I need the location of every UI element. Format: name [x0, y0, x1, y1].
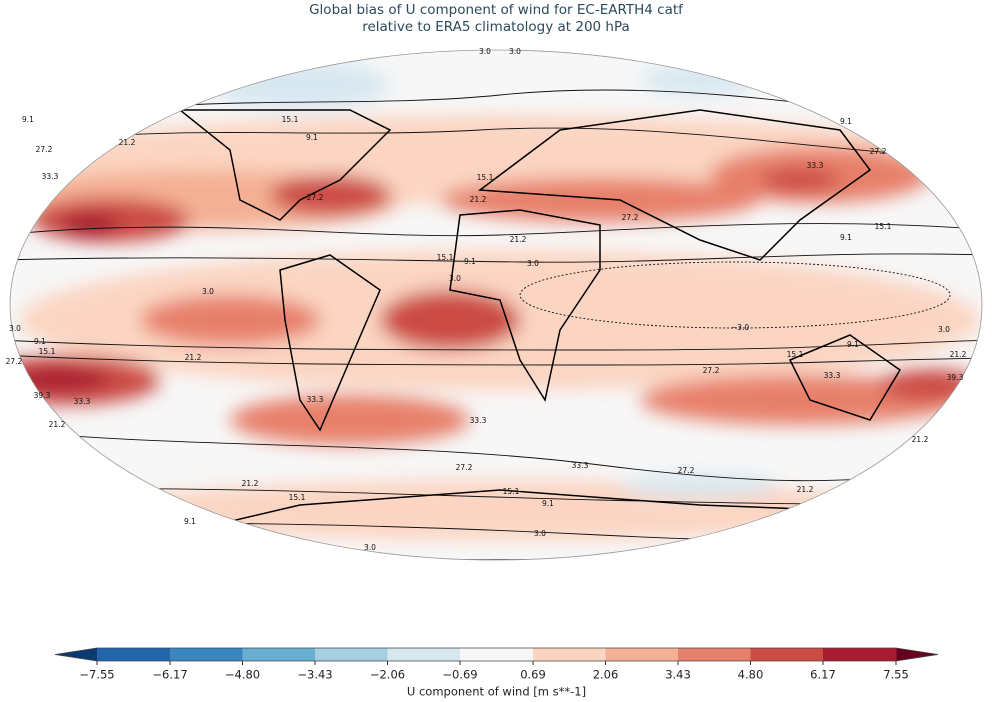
map-field [10, 50, 982, 560]
colorbar-tick-label: −3.43 [297, 668, 332, 682]
contour-label: 9.1 [847, 340, 859, 349]
colorbar-over [896, 648, 938, 661]
contour-label: 3.0 [509, 47, 521, 56]
contour-label: 27.2 [703, 366, 720, 375]
colorbar-tick-label: −2.06 [370, 668, 405, 682]
contour-label: 3.0 [527, 259, 539, 268]
contour-label: 15.1 [503, 487, 520, 496]
contour-label: −3.0 [731, 323, 749, 332]
contour-label: 15.1 [289, 493, 306, 502]
colorbar-bin [459, 648, 534, 661]
colorbar-tick-label: 4.80 [738, 668, 764, 682]
colorbar-bin [533, 648, 607, 661]
colorbar-tick-label: −7.55 [79, 668, 114, 682]
colorbar-bin [242, 648, 316, 661]
contour-label: 27.2 [678, 466, 695, 475]
contour-label: 3.0 [9, 324, 21, 333]
title-line: relative to ERA5 climatology at 200 hPa [362, 19, 630, 35]
contour-label: 39.3 [34, 391, 51, 400]
contour-label: 9.1 [542, 499, 554, 508]
contour-label: 27.2 [307, 193, 324, 202]
colorbar-tick-label: −6.17 [152, 668, 187, 682]
colorbar-bin [387, 648, 461, 661]
colorbar-tick-label: −0.69 [442, 668, 477, 682]
contour-label: 33.3 [824, 371, 841, 380]
colorbar-bin [605, 648, 679, 661]
colorbar-bin [170, 648, 244, 661]
contour-label: 21.2 [242, 479, 259, 488]
contour-label: 15.1 [787, 350, 804, 359]
colorbar-tick-label: 3.43 [665, 668, 691, 682]
contour-label: 21.2 [470, 195, 487, 204]
contour-label: 27.2 [870, 147, 887, 156]
colorbar-tick-label: 6.17 [810, 668, 836, 682]
colorbar-tick-label: 2.06 [593, 668, 619, 682]
colorbar-tick-label: 0.69 [520, 668, 546, 682]
contour-label: 21.2 [49, 420, 66, 429]
contour-label: 21.2 [950, 350, 967, 359]
contour-label: 15.1 [875, 222, 892, 231]
contour-label: 15.1 [437, 253, 454, 262]
colorbar-bin [677, 648, 751, 661]
contour-label: 27.2 [36, 145, 53, 154]
contour-label: 21.2 [912, 435, 929, 444]
contour-label: 15.1 [39, 347, 56, 356]
colorbar-label: U component of wind [m s**-1] [407, 685, 586, 699]
contour-label: 9.1 [840, 117, 852, 126]
contour-label: 9.1 [34, 337, 46, 346]
contour-label: 33.3 [470, 416, 487, 425]
contour-label: 3.0 [534, 529, 546, 538]
colorbar-bin [315, 648, 388, 661]
contour-label: 15.1 [282, 115, 299, 124]
colorbar: −7.55 −6.17 −4.80 −3.43 −2.06 −0.69 0.69 2.06 3.… [54, 647, 939, 699]
contour-label: 27.2 [622, 213, 639, 222]
contour-label: 33.3 [74, 397, 91, 406]
colorbar-under [55, 648, 97, 661]
contour-label: 3.0 [449, 274, 461, 283]
contour-label: 21.2 [185, 353, 202, 362]
contour-label: 3.0 [938, 325, 950, 334]
contour-label: 3.0 [364, 543, 376, 552]
colorbar-bin [97, 648, 171, 661]
contour-label: 21.2 [797, 485, 814, 494]
globe-outline [9, 49, 983, 561]
contour-label: 9.1 [840, 233, 852, 242]
contour-label: 9.1 [306, 133, 318, 142]
colorbar-bin [750, 648, 824, 661]
contour-label: 9.1 [184, 517, 196, 526]
title-line: Global bias of U component of wind for E… [309, 2, 684, 18]
contour-label: 33.3 [807, 161, 824, 170]
contour-label: 3.0 [479, 47, 491, 56]
contour-label: 15.1 [477, 173, 494, 182]
contour-label: 33.3 [572, 461, 589, 470]
contour-label: 27.2 [6, 357, 23, 366]
contour-label: 33.3 [307, 395, 324, 404]
contour-label: 3.0 [202, 287, 214, 296]
colorbar-tick-label: −4.80 [225, 668, 260, 682]
contour-label: 39.3 [947, 373, 964, 382]
contour-label: 27.2 [456, 463, 473, 472]
contour-label: 21.2 [119, 138, 136, 147]
contour-labels: 3.0 3.09.121.227.233.315.19.127.215.121.2… [6, 47, 967, 552]
colorbar-tick-label: 7.55 [883, 668, 909, 682]
contour-label: 21.2 [510, 235, 527, 244]
contour-label: 9.1 [22, 115, 34, 124]
contour-label: 33.3 [42, 172, 59, 181]
contour-label: 9.1 [464, 257, 476, 266]
colorbar-bin [822, 648, 897, 661]
